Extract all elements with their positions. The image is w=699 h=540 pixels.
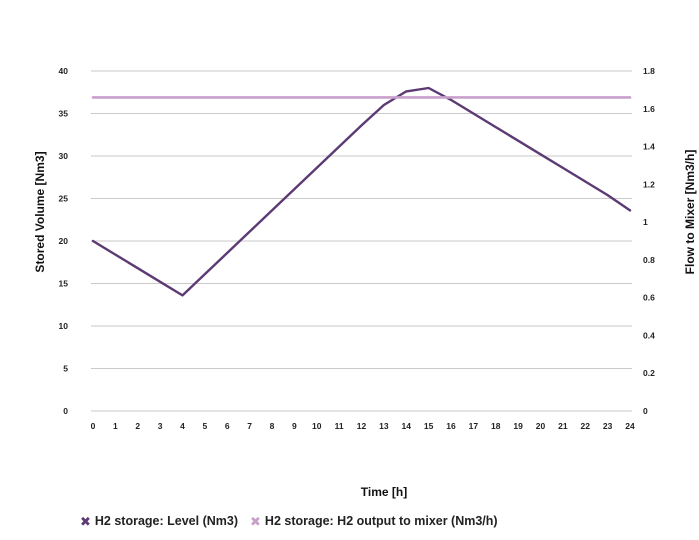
y-tick-label-left: 0	[63, 406, 68, 416]
x-tick-label: 20	[536, 421, 546, 431]
left-axis-ticks: 0 5 10 15 20 25 30 35 40	[59, 66, 69, 416]
gridlines	[91, 70, 632, 412]
x-tick-label: 1	[113, 421, 118, 431]
y-tick-label-left: 5	[63, 364, 68, 374]
x-tick-label: 4	[180, 421, 185, 431]
y-tick-label-right: 0.6	[643, 293, 655, 303]
legend-item-level[interactable]: ✖ H2 storage: Level (Nm3)	[80, 514, 238, 528]
y-tick-label-right: 0.8	[643, 255, 655, 265]
x-tick-label: 9	[292, 421, 297, 431]
series-lines	[91, 86, 632, 297]
y-tick-label-right: 1.6	[643, 104, 655, 114]
y-tick-label-left: 25	[59, 194, 69, 204]
y-tick-label-left: 10	[59, 321, 69, 331]
legend-marker-output: ✖	[250, 513, 261, 529]
legend-label-output: H2 storage: H2 output to mixer (Nm3/h)	[264, 514, 498, 528]
series-line-level	[91, 86, 632, 297]
y-tick-label-left: 35	[59, 109, 69, 119]
x-axis-label: Time [h]	[361, 485, 407, 499]
x-tick-label: 18	[491, 421, 501, 431]
x-tick-label: 21	[558, 421, 568, 431]
y-tick-label-right: 1	[643, 217, 648, 227]
y-tick-label-left: 40	[59, 66, 69, 76]
x-tick-label: 24	[625, 421, 635, 431]
x-tick-label: 14	[402, 421, 412, 431]
x-axis-ticks: 0 1 2 3 4 5 6 7 8 9 10 11 12 13 14 15 16 17 18 19 20 21 22 23 24	[91, 421, 635, 431]
y-tick-label-right: 0.4	[643, 330, 655, 340]
y-tick-label-right: 1.8	[643, 66, 655, 76]
x-tick-label: 19	[513, 421, 523, 431]
y-tick-label-left: 15	[59, 279, 69, 289]
x-tick-label: 5	[203, 421, 208, 431]
legend-item-output[interactable]: ✖ H2 storage: H2 output to mixer (Nm3/h)	[250, 514, 498, 528]
x-tick-label: 15	[424, 421, 434, 431]
y-tick-label-left: 30	[59, 151, 69, 161]
x-tick-label: 16	[446, 421, 456, 431]
y-tick-label-right: 1.2	[643, 179, 655, 189]
x-tick-label: 13	[379, 421, 389, 431]
x-tick-label: 11	[335, 421, 344, 431]
x-tick-label: 2	[135, 421, 140, 431]
right-axis-ticks: 0 0.2 0.4 0.6 0.8 1 1.2 1.4 1.6 1.8	[643, 66, 655, 416]
x-tick-label: 8	[270, 421, 275, 431]
x-tick-label: 3	[158, 421, 163, 431]
y-tick-label-right: 1.4	[643, 142, 655, 152]
legend: ✖ H2 storage: Level (Nm3) ✖ H2 storage: …	[80, 514, 498, 528]
y-axis-label-left: Stored Volume [Nm3]	[33, 151, 47, 272]
legend-marker-level: ✖	[80, 513, 91, 529]
x-tick-label: 7	[247, 421, 252, 431]
x-tick-label: 17	[469, 421, 479, 431]
y-tick-label-right: 0.2	[643, 368, 655, 378]
y-axis-label-right: Flow to Mixer [Nm3/h]	[683, 150, 697, 275]
legend-label-level: H2 storage: Level (Nm3)	[94, 514, 239, 528]
x-tick-label: 22	[581, 421, 591, 431]
x-tick-label: 23	[603, 421, 613, 431]
y-tick-label-right: 0	[643, 406, 648, 416]
x-tick-label: 10	[312, 421, 322, 431]
x-tick-label: 12	[357, 421, 367, 431]
y-tick-label-left: 20	[59, 236, 69, 246]
x-tick-label: 6	[225, 421, 230, 431]
x-tick-label: 0	[91, 421, 96, 431]
